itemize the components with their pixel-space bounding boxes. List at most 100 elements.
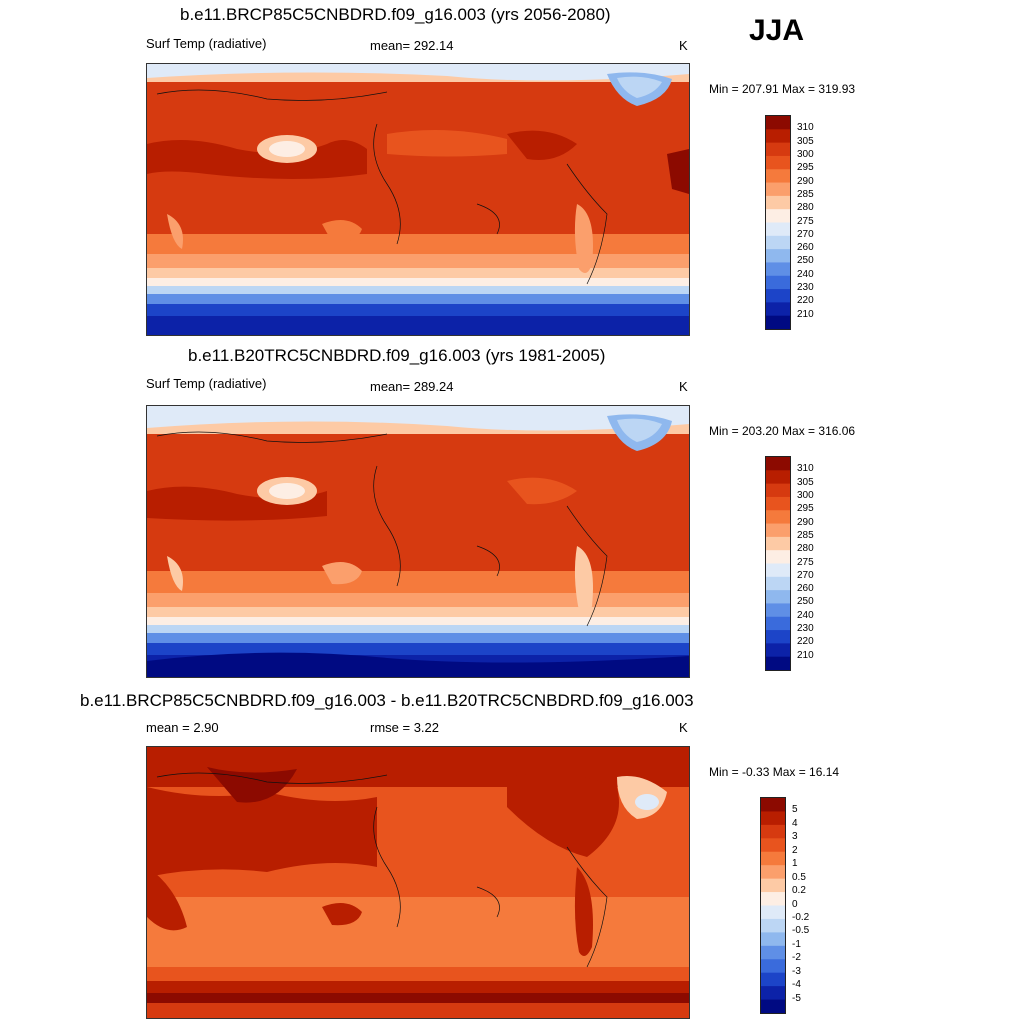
panel1-colorbar-color-box [766,222,790,237]
panel3-colorbar-tick-label: -5 [792,992,801,1004]
panel2-colorbar-color-box [766,510,790,524]
panel1-colorbar-color-box [766,209,790,223]
panel3-colorbar-color-box [761,865,785,880]
panel1-colorbar [765,115,791,330]
panel2-colorbar-tick-label: 210 [797,649,814,661]
panel2-map-field [147,406,689,677]
panel1-colorbar-tick-label: 250 [797,255,814,267]
panel3-colorbar-color-box [761,798,785,812]
panel3-colorbar-tick-label: -4 [792,979,801,991]
panel1-map-field [147,64,689,335]
panel3-colorbar-tick-label: -1 [792,938,801,950]
panel1-colorbar-tick-label: 305 [797,135,814,147]
panel2-title: b.e11.B20TRC5CNBDRD.f09_g16.003 (yrs 198… [188,346,606,365]
panel2-colorbar-color-box [766,496,790,511]
panel1-colorbar-color-box [766,235,790,250]
panel3-colorbar-color-box [761,932,785,947]
panel1-colorbar-boxes [766,116,790,329]
panel1-colorbar-color-box [766,116,790,130]
panel1-colorbar-labels: 310 305 300 295 290 285 280 275 270 260 250 240 230 2… [797,115,837,328]
panel3-colorbar-tick-label: 0.5 [792,871,806,883]
panel2-colorbar-color-box [766,590,790,604]
panel2-colorbar-tick-label: 220 [797,636,814,648]
panel3-units-label: K [679,720,688,735]
panel2-colorbar-tick-label: 260 [797,583,814,595]
panel3-colorbar-tick-label: 1 [792,858,798,870]
panel2-colorbar [765,456,791,671]
panel2-colorbar-tick-label: 240 [797,609,814,621]
panel1-colorbar-color-box [766,262,790,277]
panel3-rmse-label: rmse = 3.22 [370,720,440,735]
panel2-colorbar-tick-label: 275 [797,556,814,568]
panel3-colorbar-tick-label: -0.5 [792,925,810,937]
panel1-colorbar-tick-label: 220 [797,295,814,307]
panel3-colorbar-tick-label: 0.2 [792,885,806,897]
panel2-colorbar-tick-label: 270 [797,569,814,581]
panel2-colorbar-boxes [766,457,790,670]
panel3-colorbar-color-box [761,918,785,933]
panel1-units-label: K [679,38,688,53]
panel3-colorbar-color-box [761,986,785,1000]
panel2-mean-label: mean= 289.24 [370,379,454,394]
panel1-variable-label: Surf Temp (radiative) [146,36,267,51]
panel3-map-field [147,747,689,1018]
panel3-colorbar-color-box [761,838,785,853]
panel1-colorbar-color-box [766,315,790,329]
panel3-colorbar-tick-label: 0 [792,898,798,910]
panel1-colorbar-color-box [766,182,790,197]
panel3-colorbar-tick-label: 4 [792,817,798,829]
panel3-colorbar-color-box [761,972,785,987]
panel3-colorbar-tick-label: 2 [792,844,798,856]
panel1-colorbar-tick-label: 210 [797,308,814,320]
panel2-colorbar-color-box [766,616,790,631]
panel1-colorbar-color-box [766,142,790,157]
panel2-variable-label: Surf Temp (radiative) [146,376,267,391]
panel1-colorbar-tick-label: 300 [797,148,814,160]
panel2-colorbar-tick-label: 295 [797,503,814,515]
panel3-colorbar-color-box [761,824,785,839]
season-label: JJA [749,14,805,47]
panel1-colorbar-tick-label: 285 [797,188,814,200]
panel1-mean-label: mean= 292.14 [370,38,454,53]
panel2-colorbar-color-box [766,457,790,471]
panel1-title: b.e11.BRCP85C5CNBDRD.f09_g16.003 (yrs 20… [180,5,611,24]
panel2-colorbar-tick-label: 280 [797,543,814,555]
panel2-colorbar-color-box [766,630,790,644]
panel3-colorbar-color-box [761,945,785,960]
panel1-colorbar-tick-label: 270 [797,228,814,240]
panel3-colorbar-tick-label: -0.2 [792,911,810,923]
panel1-colorbar-color-box [766,155,790,170]
panel2-minmax-label: Min = 203.20 Max = 316.06 [709,424,856,438]
panel1-colorbar-color-box [766,275,790,290]
panel3-colorbar-color-box [761,851,785,866]
panel3-colorbar-color-box [761,811,785,826]
panel2-colorbar-tick-label: 290 [797,516,814,528]
panel1-colorbar-color-box [766,302,790,317]
panel1-map [146,63,690,336]
panel2-colorbar-color-box [766,563,790,578]
panel1-colorbar-color-box [766,195,790,210]
panel3-colorbar-color-box [761,999,785,1013]
panel2-colorbar-color-box [766,576,790,591]
panel1-minmax-label: Min = 207.91 Max = 319.93 [709,82,856,96]
panel1-colorbar-tick-label: 240 [797,268,814,280]
panel3-colorbar-tick-label: 5 [792,804,798,816]
panel3-mean-label: mean = 2.90 [146,720,219,735]
panel3-colorbar-color-box [761,892,785,906]
panel1-colorbar-tick-label: 290 [797,175,814,187]
panel3-colorbar-color-box [761,905,785,920]
panel3-colorbar-tick-label: -3 [792,965,801,977]
panel2-colorbar-tick-label: 285 [797,529,814,541]
panel2-colorbar-color-box [766,656,790,670]
panel2-units-label: K [679,379,688,394]
panel3-colorbar-labels: 5 4 3 2 1 0.5 0.2 0 -0.2 -0.5 -1 -2 -3 -4 -5 [792,797,832,1012]
panel2-colorbar-color-box [766,536,790,551]
panel2-colorbar-tick-label: 250 [797,596,814,608]
panel2-colorbar-color-box [766,603,790,618]
panel3-title: b.e11.BRCP85C5CNBDRD.f09_g16.003 - b.e11… [80,691,694,710]
panel3-colorbar-boxes [761,798,785,1013]
panel2-colorbar-color-box [766,643,790,658]
panel1-colorbar-tick-label: 260 [797,242,814,254]
panel3-colorbar-color-box [761,878,785,893]
panel1-colorbar-color-box [766,249,790,263]
